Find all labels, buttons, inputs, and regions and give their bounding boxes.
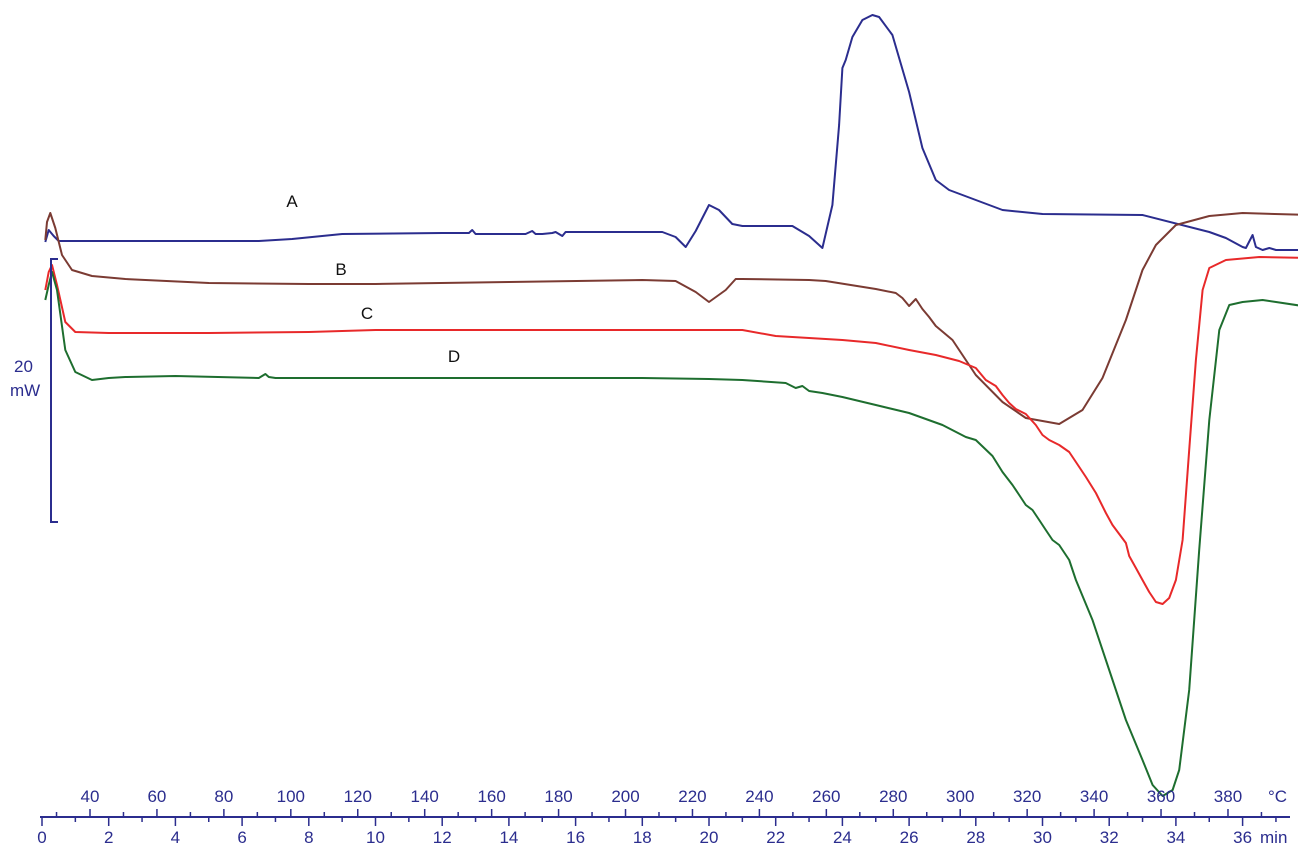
curve-labels-layer: A B C D xyxy=(286,192,460,366)
time-tick-label: 34 xyxy=(1166,828,1185,847)
time-tick-label: 12 xyxy=(433,828,452,847)
temp-tick-label: 340 xyxy=(1080,787,1108,806)
time-tick-label: 10 xyxy=(366,828,385,847)
scale-bar-unit: mW xyxy=(10,381,40,400)
scale-bar: 20 mW xyxy=(10,258,58,523)
time-tick-label: 28 xyxy=(966,828,985,847)
time-tick-label: 36 xyxy=(1233,828,1252,847)
time-tick-label: 0 xyxy=(37,828,46,847)
time-tick-label: 32 xyxy=(1100,828,1119,847)
temp-tick-label: 280 xyxy=(879,787,907,806)
time-tick-label: 18 xyxy=(633,828,652,847)
series-c-line xyxy=(44,256,1298,605)
temp-tick-label: 40 xyxy=(81,787,100,806)
temp-tick-label: 360 xyxy=(1147,787,1175,806)
temp-tick-label: 380 xyxy=(1214,787,1242,806)
series-a-line xyxy=(44,14,1298,251)
series-a-label: A xyxy=(286,192,298,211)
series-b-label: B xyxy=(335,260,346,279)
temp-tick-label: 180 xyxy=(544,787,572,806)
temp-tick-label: 240 xyxy=(745,787,773,806)
time-tick-label: 14 xyxy=(499,828,518,847)
temp-tick-label: 300 xyxy=(946,787,974,806)
temp-tick-label: 320 xyxy=(1013,787,1041,806)
temp-tick-label: 140 xyxy=(411,787,439,806)
series-d-label: D xyxy=(448,347,460,366)
series-d-line xyxy=(44,271,1298,797)
time-tick-label: 20 xyxy=(700,828,719,847)
time-tick-label: 6 xyxy=(237,828,246,847)
time-tick-label: 24 xyxy=(833,828,852,847)
time-tick-label: 22 xyxy=(766,828,785,847)
series-c-label: C xyxy=(361,304,373,323)
temp-unit-label: °C xyxy=(1268,787,1287,806)
time-tick-label: 16 xyxy=(566,828,585,847)
temp-tick-label: 60 xyxy=(147,787,166,806)
series-b-line xyxy=(44,212,1298,425)
time-tick-label: 26 xyxy=(900,828,919,847)
time-tick-label: 30 xyxy=(1033,828,1052,847)
curves-layer xyxy=(44,14,1298,797)
scale-bar-value: 20 xyxy=(14,357,33,376)
time-tick-label: 2 xyxy=(104,828,113,847)
temp-tick-label: 120 xyxy=(344,787,372,806)
time-tick-label: 8 xyxy=(304,828,313,847)
scale-bar-bracket xyxy=(50,258,58,523)
time-tick-label: 4 xyxy=(171,828,180,847)
temp-tick-label: 100 xyxy=(277,787,305,806)
time-unit-label: min xyxy=(1260,828,1287,847)
temp-tick-label: 80 xyxy=(214,787,233,806)
temp-tick-label: 160 xyxy=(477,787,505,806)
temp-tick-label: 200 xyxy=(611,787,639,806)
temp-tick-label: 220 xyxy=(678,787,706,806)
temp-tick-label: 260 xyxy=(812,787,840,806)
